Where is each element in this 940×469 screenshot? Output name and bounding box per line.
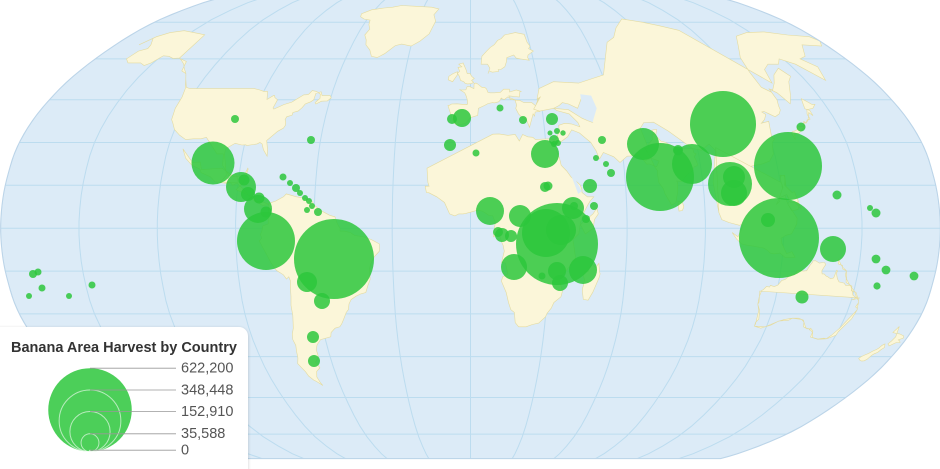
svg-text:348,448: 348,448 xyxy=(181,382,233,398)
svg-text:35,588: 35,588 xyxy=(181,426,225,442)
svg-text:0: 0 xyxy=(181,443,189,459)
svg-text:622,200: 622,200 xyxy=(181,361,233,377)
svg-text:152,910: 152,910 xyxy=(181,404,233,420)
